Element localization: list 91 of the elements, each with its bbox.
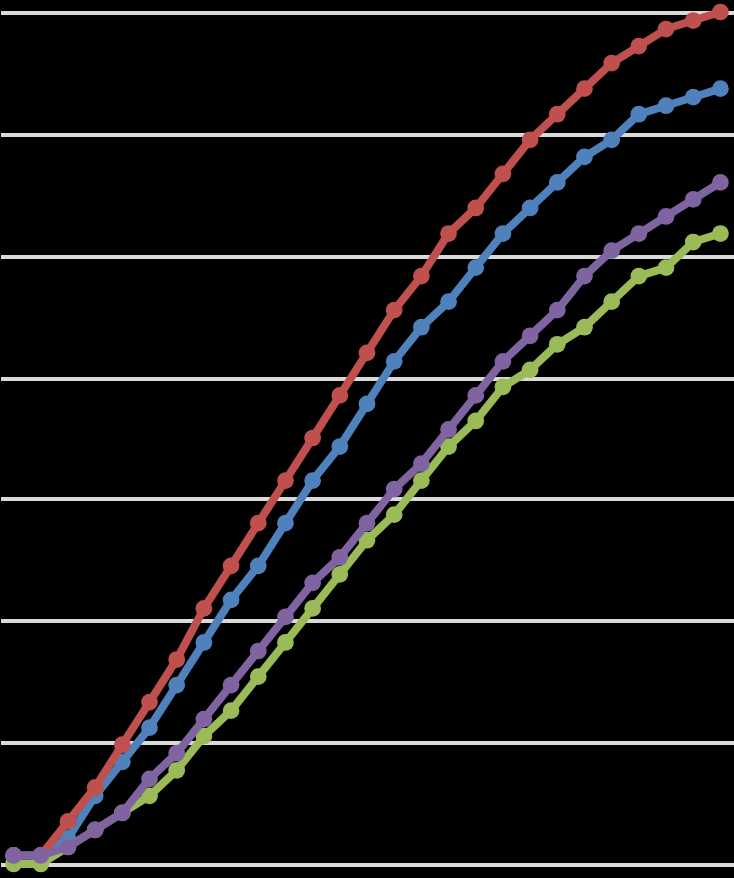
point: [603, 293, 621, 311]
point: [385, 301, 403, 319]
point: [494, 378, 512, 396]
point: [195, 727, 213, 745]
point: [603, 242, 621, 259]
point: [168, 744, 186, 762]
point: [249, 557, 267, 575]
point: [603, 131, 621, 149]
point: [195, 634, 213, 651]
point: [712, 174, 729, 191]
point: [304, 600, 321, 617]
point: [277, 514, 294, 532]
point: [385, 506, 403, 524]
point: [576, 267, 593, 285]
point: [440, 421, 457, 438]
point: [494, 165, 512, 183]
point: [576, 318, 593, 336]
point: [684, 233, 702, 251]
point: [440, 293, 457, 311]
point: [494, 225, 512, 242]
point: [712, 3, 729, 21]
point: [576, 80, 593, 98]
point: [277, 608, 294, 626]
point: [331, 387, 349, 404]
point: [657, 97, 675, 115]
point: [548, 105, 566, 123]
point: [358, 531, 376, 549]
point: [222, 676, 240, 694]
point: [548, 174, 566, 191]
point: [304, 429, 321, 447]
point: [548, 301, 566, 319]
point: [277, 634, 294, 651]
point: [86, 778, 104, 796]
point: [657, 259, 675, 276]
point: [440, 225, 457, 242]
point: [440, 438, 457, 455]
point: [249, 668, 267, 685]
point: [467, 259, 485, 276]
point: [358, 514, 376, 532]
point: [630, 267, 648, 285]
point: [222, 557, 240, 575]
point: [657, 20, 675, 38]
point: [59, 813, 77, 830]
point: [249, 642, 267, 660]
point: [195, 600, 213, 617]
point: [684, 88, 702, 106]
point: [413, 455, 430, 472]
point: [249, 514, 267, 532]
point: [657, 208, 675, 225]
point: [222, 702, 240, 719]
point: [277, 472, 294, 489]
point: [413, 318, 430, 336]
point: [222, 591, 240, 609]
point: [331, 438, 349, 455]
point: [684, 191, 702, 208]
point: [521, 361, 539, 379]
point: [141, 787, 158, 805]
point: [630, 105, 648, 123]
point: [331, 565, 349, 583]
point: [141, 693, 158, 711]
point: [467, 199, 485, 217]
point: [385, 352, 403, 370]
point: [168, 761, 186, 779]
point: [630, 225, 648, 242]
point: [467, 387, 485, 404]
point: [385, 480, 403, 498]
point: [684, 12, 702, 29]
point: [712, 80, 729, 98]
point: [603, 54, 621, 72]
point: [413, 472, 430, 489]
point: [521, 327, 539, 345]
point: [331, 548, 349, 566]
point: [358, 395, 376, 413]
point: [521, 131, 539, 149]
point: [168, 651, 186, 668]
point: [304, 574, 321, 592]
point: [467, 412, 485, 430]
point: [113, 736, 131, 754]
point: [195, 710, 213, 728]
point: [521, 199, 539, 217]
point: [548, 335, 566, 353]
point: [168, 676, 186, 694]
point: [413, 267, 430, 285]
point: [630, 37, 648, 55]
point: [141, 719, 158, 737]
point: [141, 770, 158, 788]
point: [358, 344, 376, 362]
point: [494, 352, 512, 370]
point: [304, 472, 321, 489]
point: [576, 148, 593, 166]
point: [712, 225, 729, 242]
